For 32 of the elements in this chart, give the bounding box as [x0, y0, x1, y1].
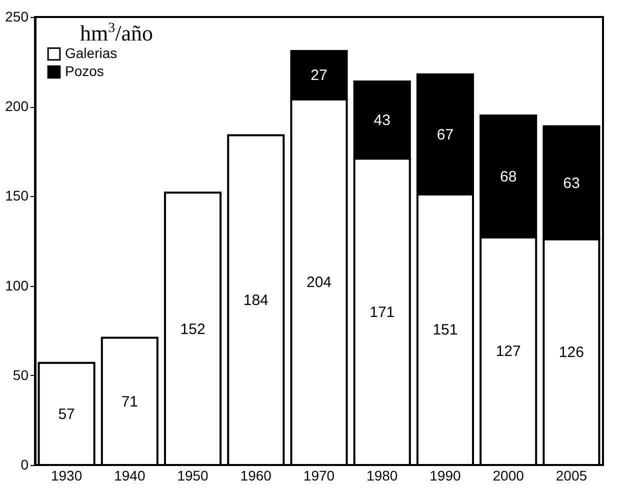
data-label: 184: [243, 292, 268, 310]
x-tick-label: 2005: [556, 468, 588, 484]
data-label: 68: [500, 168, 517, 186]
data-label: 127: [496, 343, 521, 360]
data-label: 152: [180, 320, 206, 338]
x-tick-label: 1950: [177, 468, 209, 484]
data-label: 126: [558, 344, 584, 362]
x-tick-label: 1930: [50, 468, 82, 484]
data-label: 171: [370, 304, 395, 321]
data-label: 71: [121, 393, 138, 410]
data-label: 67: [436, 126, 454, 144]
y-tick-label: 100: [5, 277, 29, 294]
y-axis-title: hm$^{3}$/año: [80, 20, 154, 46]
x-tick-label: 2000: [492, 468, 524, 484]
data-label: 204: [306, 274, 332, 292]
x-tick-label: 1990: [430, 468, 462, 484]
legend-label: Pozos: [65, 63, 104, 79]
x-tick-label: 1970: [303, 468, 335, 484]
data-label: 27: [310, 67, 328, 84]
x-tick-label: 1980: [366, 468, 398, 484]
y-tick-label: 150: [5, 188, 29, 204]
data-label: 151: [432, 322, 458, 339]
legend-label: Galerias: [65, 45, 118, 61]
y-tick-label: 250: [5, 8, 29, 24]
x-tick-label: 1960: [240, 468, 272, 484]
data-label: 63: [563, 174, 580, 192]
y-tick-label: 0: [20, 456, 29, 472]
y-tick-label: 200: [5, 98, 29, 114]
x-tick-label: 1940: [114, 468, 146, 484]
data-label: 57: [58, 406, 75, 423]
y-tick-label: 50: [12, 366, 29, 383]
data-label: 43: [374, 112, 390, 130]
